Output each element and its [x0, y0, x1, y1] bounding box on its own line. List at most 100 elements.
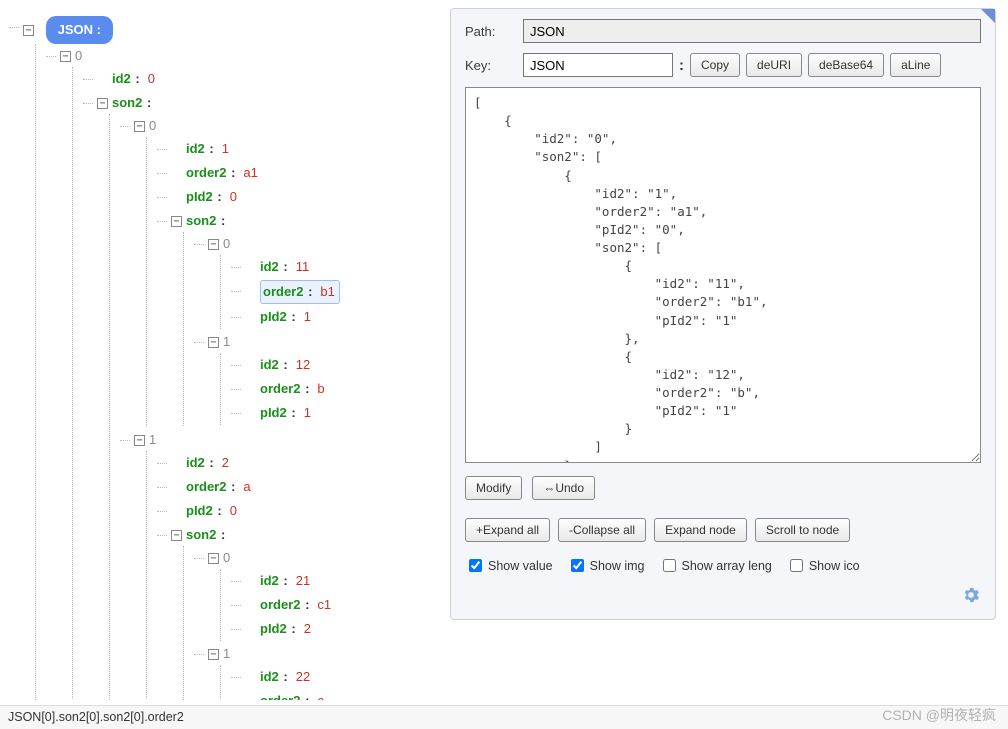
path-input[interactable] [523, 19, 981, 43]
tree-node-highlighted[interactable]: order2 :b1 [260, 280, 340, 304]
tree-key: son2 [112, 95, 142, 110]
tree-toggle-icon[interactable]: − [171, 530, 182, 541]
tree-node[interactable]: −son2 :−0id2 :21order2 :c1pId2 :2−1id2 :… [157, 523, 445, 700]
tree-toggle-icon[interactable]: − [23, 25, 34, 36]
tree-value: 2 [304, 621, 311, 636]
tree-value: 12 [296, 357, 310, 372]
tree-node[interactable]: pId2 :2 [231, 617, 445, 641]
tree-key: pId2 [260, 405, 287, 420]
tree-toggle-icon[interactable]: − [208, 239, 219, 250]
tree-key: id2 [186, 455, 205, 470]
tree-key: id2 [260, 573, 279, 588]
undo-button[interactable]: ⇔Undo [532, 476, 595, 500]
tree-key: son2 [186, 213, 216, 228]
modify-button[interactable]: Modify [465, 476, 522, 500]
tree-key: id2 [260, 669, 279, 684]
gear-icon[interactable] [961, 585, 981, 605]
tree-value: c1 [317, 597, 331, 612]
tree-node[interactable]: order2 :c [231, 689, 445, 700]
tree-value: a [243, 479, 250, 494]
tree-node[interactable]: order2 :b1 [231, 279, 445, 305]
tree-node[interactable]: pId2 :1 [231, 401, 445, 425]
show-ico-checkbox[interactable]: Show ico [786, 556, 860, 575]
tree-value: 0 [148, 71, 155, 86]
tree-node[interactable]: −son2 :−0id2 :11order2 :b1pId2 :1−1id2 :… [157, 209, 445, 427]
tree-key: id2 [260, 357, 279, 372]
tree-toggle-icon[interactable]: − [171, 216, 182, 227]
tree-value: 22 [296, 669, 310, 684]
tree-value: 21 [296, 573, 310, 588]
tree-node[interactable]: id2 :0 [83, 67, 445, 91]
tree-value: 0 [230, 503, 237, 518]
tree-node[interactable]: order2 :a [157, 475, 445, 499]
tree-toggle-icon[interactable]: − [134, 121, 145, 132]
tree-node[interactable]: id2 :22 [231, 665, 445, 689]
tree-value: 1 [304, 309, 311, 324]
tree-key: id2 [112, 71, 131, 86]
json-source-textarea[interactable] [465, 87, 981, 463]
tree-node[interactable]: pId2 :0 [157, 185, 445, 209]
tree-node[interactable]: pId2 :0 [157, 499, 445, 523]
tree-node[interactable]: id2 :1 [157, 137, 445, 161]
tree-root-badge[interactable]: JSON : [46, 16, 113, 44]
tree-toggle-icon[interactable]: − [60, 51, 71, 62]
tree-key: order2 [260, 693, 300, 700]
tree-node[interactable]: −0id2 :0−son2 :−0id2 :1order2 :a1pId2 :0… [46, 44, 445, 700]
copy-button[interactable]: Copy [690, 53, 740, 77]
tree-node[interactable]: −0id2 :11order2 :b1pId2 :1 [194, 232, 445, 330]
tree-node[interactable]: order2 :c1 [231, 593, 445, 617]
aline-button[interactable]: aLine [890, 53, 941, 77]
tree-toggle-icon[interactable]: − [208, 649, 219, 660]
tree-key: 1 [223, 646, 230, 661]
show-value-checkbox[interactable]: Show value [465, 556, 553, 575]
expand-node-button[interactable]: Expand node [654, 518, 747, 542]
tree-key: order2 [186, 479, 226, 494]
tree-node[interactable]: −0id2 :1order2 :a1pId2 :0−son2 :−0id2 :1… [120, 114, 445, 428]
tree-node[interactable]: − 1 id2 :12order2 :bpId2 :1 [194, 330, 445, 426]
detail-panel-wrap: Path: Key: : Copy deURI deBase64 aLine M… [450, 0, 1008, 700]
path-label: Path: [465, 24, 523, 39]
tree-panel: − JSON : −0id2 :0−son2 :−0id2 :1order2 :… [0, 0, 450, 700]
tree-node[interactable]: id2 :21 [231, 569, 445, 593]
tree-value: 11 [296, 259, 310, 274]
tree-node[interactable]: −1id2 :2order2 :apId2 :0−son2 :−0id2 :21… [120, 428, 445, 700]
tree-node[interactable]: −son2 :−0id2 :1order2 :a1pId2 :0−son2 :−… [83, 91, 445, 700]
tree-key: pId2 [260, 621, 287, 636]
tree-key: son2 [186, 527, 216, 542]
tree-node[interactable]: order2 :a1 [157, 161, 445, 185]
tree-node[interactable]: id2 :2 [157, 451, 445, 475]
tree-value: 1 [304, 405, 311, 420]
show-img-checkbox[interactable]: Show img [567, 556, 645, 575]
tree-key: id2 [260, 259, 279, 274]
expand-all-button[interactable]: +Expand all [465, 518, 550, 542]
tree-toggle-icon[interactable]: − [208, 553, 219, 564]
tree-toggle-icon[interactable]: − [134, 435, 145, 446]
tree-node[interactable]: −1id2 :22order2 :c [194, 642, 445, 700]
deuri-button[interactable]: deURI [746, 53, 802, 77]
tree-toggle-icon[interactable]: − [97, 98, 108, 109]
scroll-to-node-button[interactable]: Scroll to node [755, 518, 850, 542]
debase64-button[interactable]: deBase64 [808, 53, 884, 77]
tree-key: pId2 [260, 309, 287, 324]
tree-toggle-icon[interactable]: − [208, 337, 219, 348]
tree-node[interactable]: id2 :12 [231, 353, 445, 377]
tree-node[interactable]: id2 :11 [231, 255, 445, 279]
status-path-text: JSON[0].son2[0].son2[0].order2 [8, 710, 184, 724]
panel-collapse-icon[interactable] [981, 9, 995, 23]
tree-node[interactable]: −0id2 :21order2 :c1pId2 :2 [194, 546, 445, 642]
tree-value: 2 [222, 455, 229, 470]
tree-node[interactable]: order2 :b [231, 377, 445, 401]
tree-value: 0 [230, 189, 237, 204]
tree-value: a1 [243, 165, 257, 180]
tree-key: 1 [149, 432, 156, 447]
status-bar: JSON[0].son2[0].son2[0].order2 [0, 705, 1008, 729]
tree-node[interactable]: pId2 :1 [231, 305, 445, 329]
json-tree: − JSON : −0id2 :0−son2 :−0id2 :1order2 :… [15, 15, 445, 700]
tree-key: 0 [149, 118, 156, 133]
collapse-all-button[interactable]: -Collapse all [558, 518, 646, 542]
tree-key: pId2 [186, 189, 213, 204]
show-array-leng-checkbox[interactable]: Show array leng [659, 556, 772, 575]
key-input[interactable] [523, 53, 673, 77]
tree-value: 1 [222, 141, 229, 156]
key-label: Key: [465, 58, 523, 73]
